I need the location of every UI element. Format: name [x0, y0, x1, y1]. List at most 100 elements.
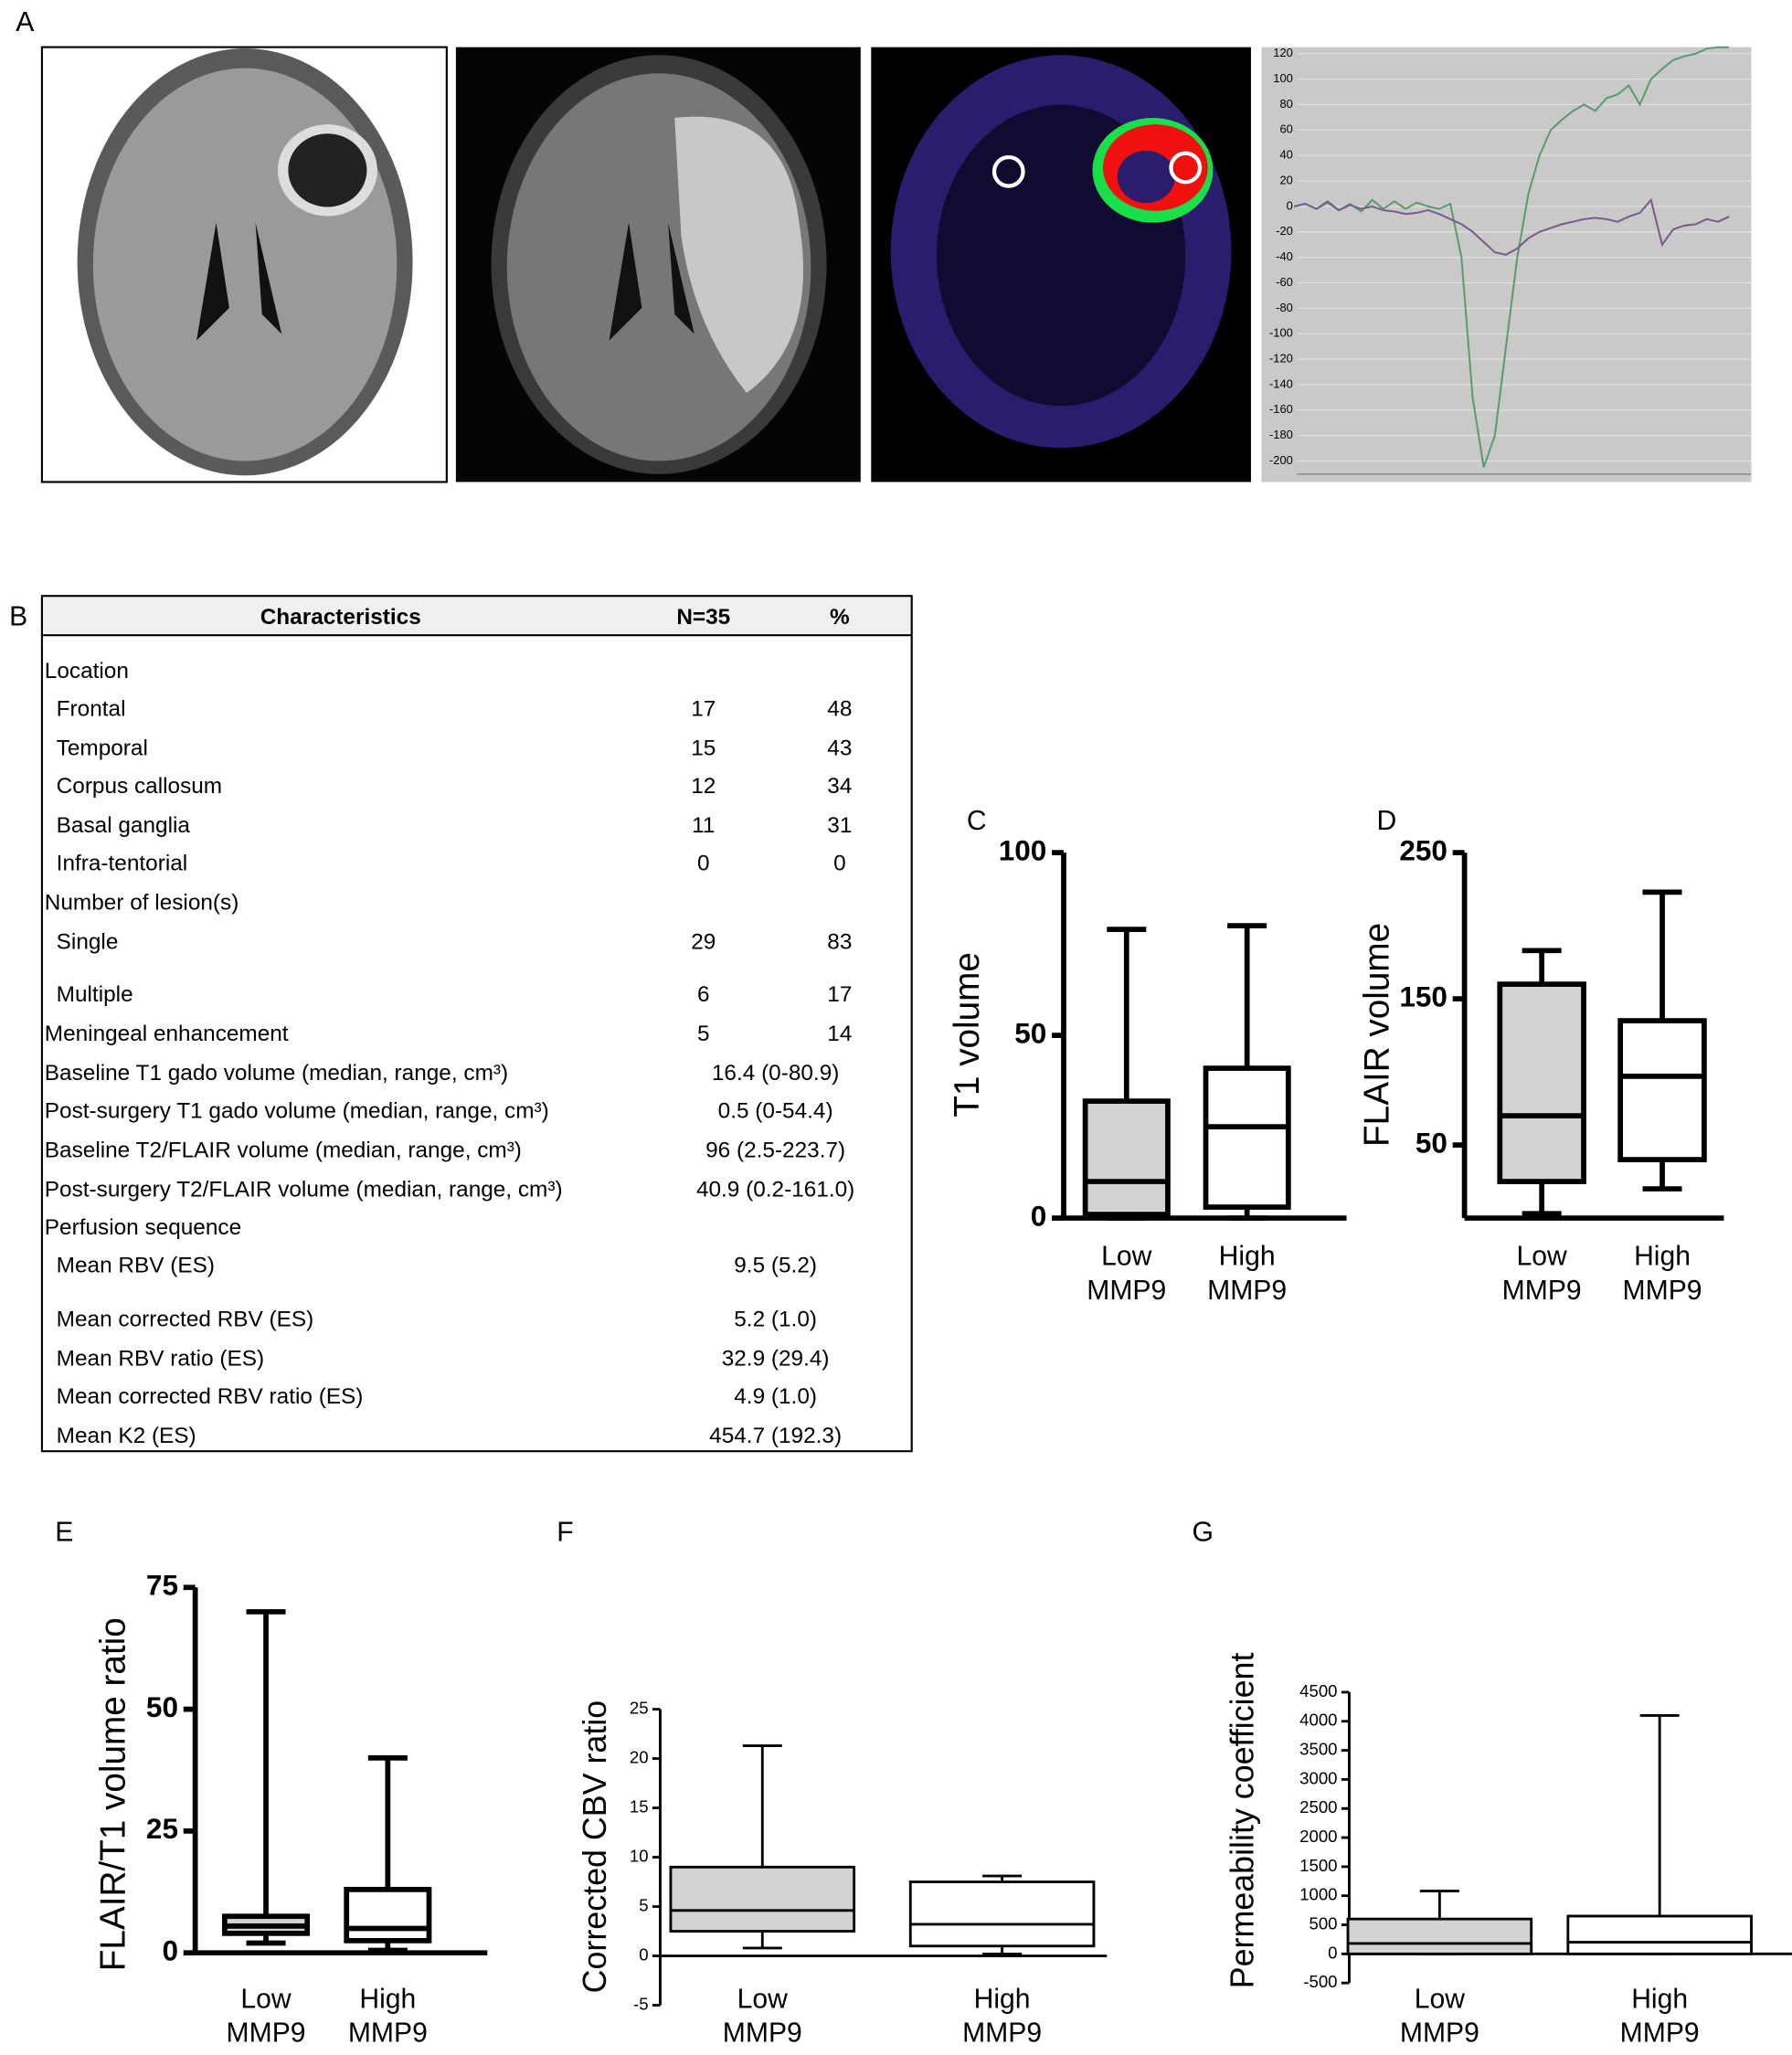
brain: [92, 68, 398, 461]
table-cell: 0: [833, 851, 846, 875]
category-label-box: High MMP9: [347, 1984, 428, 2049]
box: [1203, 1065, 1291, 1210]
y-tick-label: 50: [1416, 1126, 1447, 1159]
table-cell: Baseline T1 gado volume (median, range, …: [45, 1061, 508, 1086]
y-tick-label: 0: [639, 1944, 648, 1964]
y-tick-label: -200: [1269, 453, 1293, 467]
series-line: [1294, 197, 1730, 256]
y-axis-title: Permeability coefficient: [1224, 1653, 1260, 1989]
table-cell: Mean RBV ratio (ES): [57, 1346, 264, 1371]
table-cell: 14: [827, 1022, 852, 1046]
table-cell: Mean RBV (ES): [57, 1254, 215, 1278]
category-label-box: Low MMP9: [226, 1984, 306, 2049]
category-label-box: Low MMP9: [722, 1984, 802, 2049]
ventricles: [196, 222, 282, 341]
table-cell: Basal ganglia: [57, 813, 191, 838]
box: [669, 1865, 856, 1933]
y-tick-label: 75: [146, 1569, 178, 1602]
table-cell: 43: [827, 736, 852, 760]
table-group: Perfusion sequence: [45, 1215, 241, 1240]
y-tick-label: 20: [630, 1747, 649, 1766]
table-cell: 454.7 (192.3): [709, 1424, 842, 1448]
y-tick-label: -60: [1276, 275, 1293, 289]
y-tick-label: 15: [630, 1796, 649, 1816]
y-tick-label: -180: [1269, 428, 1293, 441]
table-cell: 4.9 (1.0): [734, 1384, 817, 1409]
table-cell: 9.5 (5.2): [734, 1254, 817, 1278]
box: [1617, 1018, 1707, 1162]
y-axis-title: Corrected CBV ratio: [577, 1700, 613, 1994]
panel-label: C: [967, 806, 987, 836]
table-cell: Frontal: [57, 696, 126, 721]
table-cell: Meningeal enhancement: [45, 1022, 289, 1046]
table-cell: 16.4 (0-80.9): [712, 1061, 839, 1086]
y-tick-label: 3500: [1299, 1740, 1337, 1759]
y-tick-label: 3000: [1299, 1768, 1337, 1787]
table-cell: 12: [691, 774, 716, 799]
box: [1346, 1917, 1533, 1955]
table-header: Characteristics: [260, 605, 421, 630]
table-cell: 83: [827, 929, 852, 954]
edema: [674, 116, 804, 394]
x-tick-label: Low MMP9: [722, 1984, 802, 2049]
x-tick-label: Low MMP9: [226, 1984, 306, 2049]
y-tick-label: 250: [1399, 833, 1447, 866]
y-tick-label: 1500: [1299, 1856, 1337, 1875]
category-label-box: High MMP9: [1207, 1242, 1287, 1306]
y-tick-label: 50: [1014, 1016, 1046, 1049]
table-cell: 40.9 (0.2-161.0): [696, 1177, 854, 1202]
table-cell: 31: [827, 813, 852, 838]
panel-label: G: [1192, 1517, 1213, 1547]
table-cell: Mean K2 (ES): [57, 1424, 196, 1448]
lesion-core: [1117, 150, 1175, 204]
y-tick-label: 100: [999, 833, 1047, 866]
table-cell: Mean corrected RBV (ES): [57, 1307, 314, 1331]
table-cell: 5: [697, 1022, 710, 1046]
y-tick-label: -100: [1269, 326, 1293, 340]
panel-label: E: [55, 1517, 73, 1547]
x-tick-label: Low MMP9: [1501, 1241, 1582, 1307]
table-frame: [40, 595, 913, 1453]
table-cell: 48: [827, 696, 852, 721]
y-tick-label: 40: [1279, 148, 1292, 162]
category-label-box: Low MMP9: [1501, 1241, 1582, 1307]
y-tick-label: 0: [1031, 1199, 1047, 1232]
y-tick-label: 0: [162, 1934, 178, 1967]
curve-background: [1261, 47, 1752, 482]
table-header: %: [830, 605, 850, 630]
y-tick-label: 100: [1273, 71, 1293, 85]
lesion-core: [288, 133, 367, 207]
y-tick-label: 10: [630, 1846, 649, 1865]
y-tick-label: 25: [146, 1812, 178, 1845]
y-tick-label: 0: [1328, 1943, 1337, 1962]
x-tick-label: High MMP9: [347, 1984, 428, 2049]
table-cell: 96 (2.5-223.7): [705, 1138, 845, 1162]
y-tick-label: 2000: [1299, 1827, 1337, 1846]
category-label-box: Low MMP9: [1087, 1241, 1167, 1307]
table-cell: 17: [827, 982, 852, 1007]
y-tick-label: 5: [639, 1895, 648, 1914]
box: [344, 1887, 432, 1944]
y-tick-label: -5: [633, 1994, 649, 2013]
table-cell: 29: [691, 929, 716, 954]
y-tick-label: 60: [1279, 122, 1292, 136]
y-tick-label: -120: [1269, 351, 1293, 365]
x-tick-label: High MMP9: [962, 1984, 1043, 2049]
x-tick-label: Low MMP9: [1087, 1241, 1167, 1307]
box: [1082, 1098, 1171, 1217]
box: [1566, 1914, 1753, 1955]
ventricles: [609, 222, 695, 341]
table-cell: 6: [697, 982, 710, 1007]
y-tick-label: -40: [1276, 249, 1293, 263]
table-cell: 34: [827, 774, 852, 799]
y-tick-label: -140: [1269, 376, 1293, 390]
y-tick-label: 0: [1287, 198, 1293, 212]
table-cell: 0.5 (0-54.4): [718, 1098, 833, 1123]
y-tick-label: 20: [1279, 173, 1292, 186]
y-tick-label: -80: [1276, 301, 1293, 314]
table-cell: Mean corrected RBV ratio (ES): [57, 1384, 364, 1409]
x-tick-label: Low MMP9: [1399, 1984, 1479, 2049]
series-line: [1294, 46, 1730, 468]
